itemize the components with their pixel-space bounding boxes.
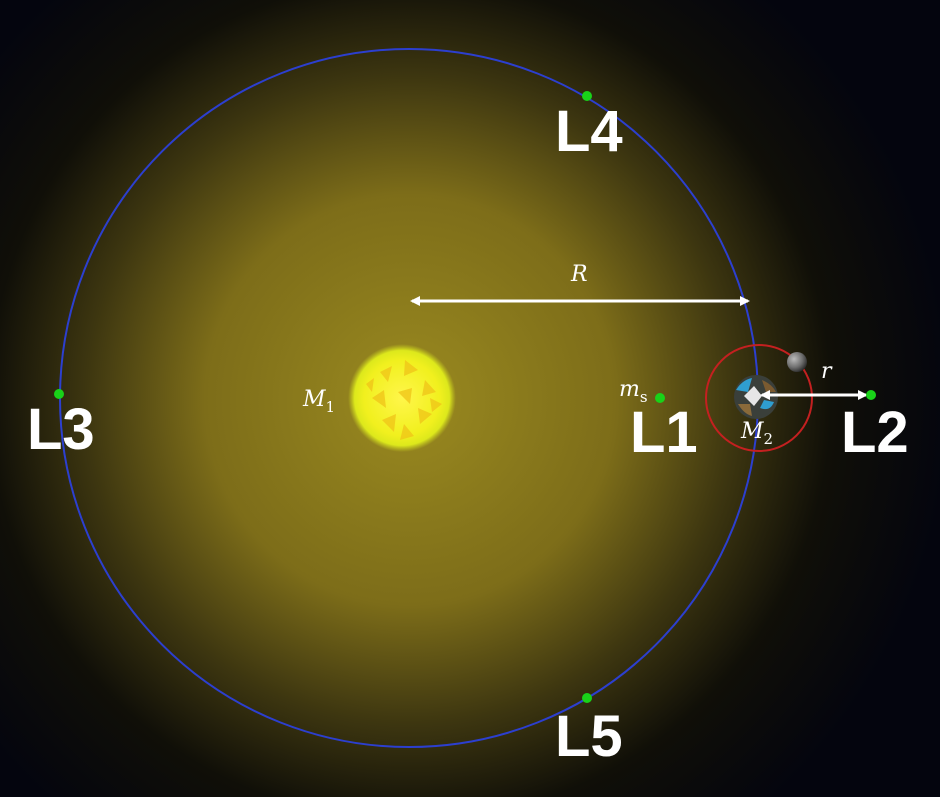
sun-icon [348,344,456,452]
earth-icon [734,375,778,419]
earth-mass-label: M2 [740,419,773,448]
lagrange-point-L3-marker [54,389,64,399]
satellite-mass-label: ms [619,377,648,406]
distance-r-label: r [821,359,833,384]
lagrange-point-L1-label: L1 [630,400,698,465]
lagrange-point-L5-marker [582,693,592,703]
lagrange-point-L4-marker [582,91,592,101]
lagrange-point-L1-marker [655,393,665,403]
lagrange-point-L2-marker [866,390,876,400]
distance-R-label: R [570,262,588,287]
lagrange-point-L3-label: L3 [27,397,95,462]
lagrange-point-L2-label: L2 [841,400,909,465]
lagrange-point-L4-label: L4 [555,99,623,164]
sun-mass-label: M1 [302,387,335,416]
moon-icon [787,352,807,372]
lagrange-point-L5-label: L5 [555,704,623,769]
